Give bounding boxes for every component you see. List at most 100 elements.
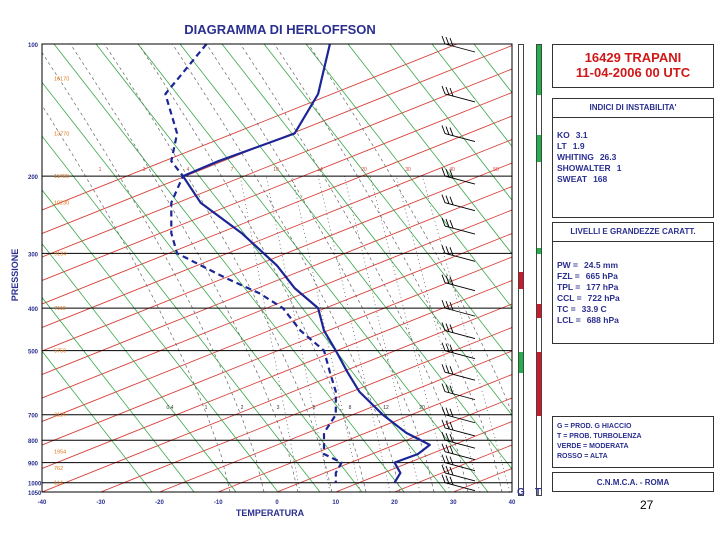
index-value: 3.1 <box>575 130 588 140</box>
station-time: 11-04-2006 00 UTC <box>575 65 691 80</box>
isotherm-label: 4 <box>187 167 190 173</box>
levels-header: LIVELLI E GRANDEZZE CARATT. <box>553 223 713 242</box>
pressure-tick-label: 300 <box>28 252 39 258</box>
mixing-ratio-label: 2 <box>241 405 244 411</box>
saturated-adiabat <box>206 44 435 492</box>
page-number: 27 <box>640 498 654 512</box>
wind-barb <box>444 330 476 340</box>
level-key: TPL = <box>557 282 581 292</box>
isotherm-line <box>42 115 512 305</box>
wind-barb <box>444 225 476 235</box>
plot-area <box>42 44 512 492</box>
wind-barb-feather <box>441 299 446 309</box>
strip-mark <box>537 247 541 255</box>
wind-barb-feather <box>441 443 446 452</box>
pressure-tick-label: 1000 <box>28 482 42 488</box>
wind-barb-feather <box>449 324 454 333</box>
wind-barb-feather <box>445 36 450 46</box>
isotherm-label: 3 <box>143 167 146 173</box>
mixing-ratio-label: 0.4 <box>167 405 174 411</box>
saturated-adiabat <box>172 44 401 492</box>
wind-barb-feather <box>449 476 454 485</box>
index-row: SWEAT 168 <box>553 174 713 185</box>
wind-barb-feather <box>445 407 450 416</box>
icing-strip <box>518 44 524 496</box>
pressure-tick-label: 400 <box>28 307 39 313</box>
temperature-tick-label: 40 <box>509 500 516 506</box>
level-value: 665 hPa <box>585 271 618 281</box>
dry-adiabat-line <box>137 44 489 492</box>
level-row: PW = 24.5 mm <box>553 260 713 271</box>
height-label: 762 <box>54 466 63 472</box>
saturated-adiabat <box>42 104 231 492</box>
index-row: WHITING 26.3 <box>553 152 713 163</box>
saturated-adiabat <box>274 44 503 492</box>
wind-barb-feather <box>441 432 446 441</box>
isotherm-line <box>42 68 512 258</box>
legend-line: VERDE = MODERATA <box>557 443 629 450</box>
wind-barb <box>444 462 476 472</box>
isotherm-line <box>42 186 512 375</box>
wind-barb-feather <box>449 247 454 256</box>
wind-barb <box>444 391 476 401</box>
isotherm-label: 1 <box>99 167 102 173</box>
index-key: KO <box>557 130 570 140</box>
wind-barb-feather <box>449 127 454 136</box>
isotherm-line <box>42 92 512 281</box>
wind-barb-feather <box>441 474 446 483</box>
isotherm-label: 10 <box>273 167 279 173</box>
wind-barb <box>444 175 476 185</box>
wind-barb-feather <box>441 125 446 134</box>
wind-barb-feather <box>449 456 454 465</box>
wind-barb-feather <box>445 475 450 484</box>
pressure-tick-label: 200 <box>28 175 39 181</box>
dry-adiabat-line <box>431 44 512 148</box>
wind-barb-feather <box>445 300 450 310</box>
temperature-tick-label: 10 <box>332 500 339 506</box>
wind-barb-feather <box>449 466 454 476</box>
center-panel: C.N.M.C.A. - ROMA <box>552 472 714 492</box>
turbulence-strip <box>536 44 542 496</box>
index-key: SHOWALTER <box>557 163 611 173</box>
wind-barb-feather <box>445 86 450 96</box>
wind-barb <box>444 350 476 360</box>
wind-barb-feather <box>445 455 450 464</box>
wind-barb-feather <box>449 408 454 417</box>
isotherm-label: 20 <box>361 167 367 173</box>
index-row: LT 1.9 <box>553 141 713 152</box>
dry-adiabat-line <box>221 44 512 416</box>
temperature-curve <box>181 44 431 484</box>
wind-barb <box>444 472 476 482</box>
level-key: CCL = <box>557 293 582 303</box>
isotherm-line <box>42 256 512 446</box>
wind-barb <box>444 371 476 381</box>
height-label: 7110 <box>54 306 66 312</box>
dry-adiabat-line <box>389 44 512 201</box>
dry-adiabat-line <box>347 44 512 255</box>
mixing-ratio-label: 1 <box>205 405 208 411</box>
wind-barb <box>444 414 476 424</box>
wind-barb-feather <box>445 384 450 393</box>
wind-barb-feather <box>449 196 454 205</box>
legend-line: T = PROB. TURBOLENZA <box>557 433 642 440</box>
saturated-adiabat <box>70 44 299 492</box>
wind-barb-feather <box>441 35 446 45</box>
wind-barb-feather <box>449 276 454 285</box>
dry-adiabat-line <box>179 44 512 470</box>
isotherm-line <box>42 280 512 469</box>
temperature-tick-label: -10 <box>214 500 223 506</box>
wind-barb-feather <box>449 169 454 179</box>
mixing-ratio-label: 5 <box>313 405 316 411</box>
mixing-ratio-label: 8 <box>349 405 352 411</box>
wind-barb <box>444 202 476 212</box>
wind-barb-feather <box>441 383 446 392</box>
dry-adiabat-line <box>42 243 237 492</box>
wind-barb-feather <box>441 342 446 351</box>
wind-barb <box>444 482 476 492</box>
level-value: 33.9 C <box>581 304 607 314</box>
wind-barb <box>444 43 476 53</box>
height-label: 5750 <box>54 349 66 355</box>
wind-barb-feather <box>449 434 454 443</box>
pressure-tick-label: 500 <box>28 350 39 356</box>
wind-barb-feather <box>445 465 450 475</box>
